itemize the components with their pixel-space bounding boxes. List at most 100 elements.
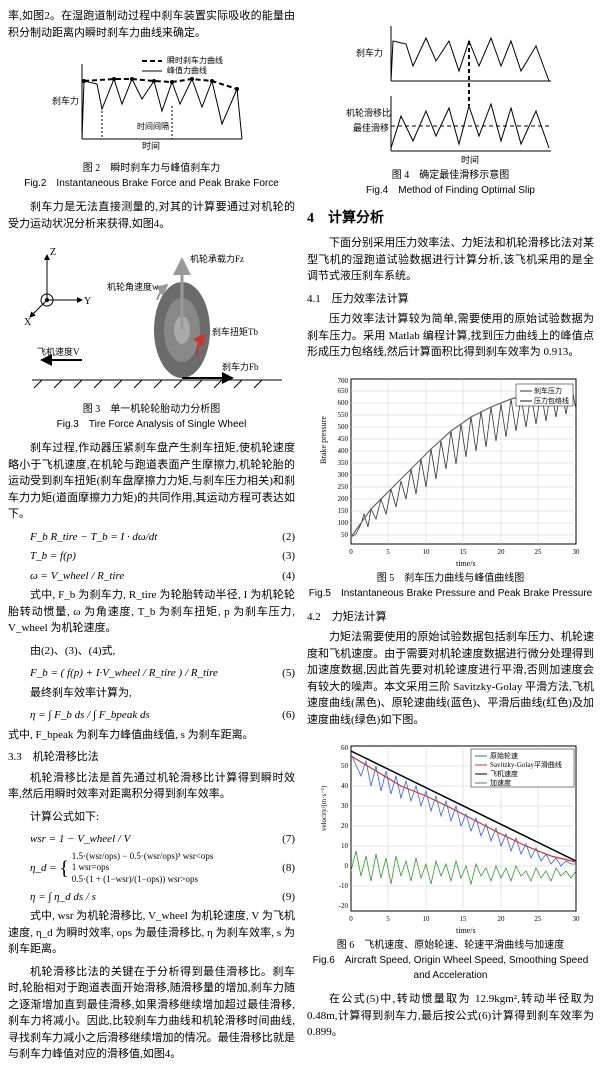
svg-text:0: 0 [349, 915, 353, 923]
col2-para-1: 下面分别采用压力效率法、力矩法和机轮滑移比法对某型飞机的湿跑道试验数据进行计算分… [307, 235, 594, 285]
svg-text:Savitzky-Golay平滑曲线: Savitzky-Golay平滑曲线 [490, 760, 562, 769]
para-11: 机轮滑移比法的关键在于分析得到最佳滑移比。刹车时,轮胎相对于跑道表面开始滑移,随… [8, 964, 295, 1063]
fig5-caption-en: Fig.5 Instantaneous Brake Pressure and P… [307, 586, 594, 601]
svg-text:25: 25 [534, 915, 542, 923]
fig3-caption-en: Fig.3 Tire Force Analysis of Single Whee… [8, 417, 295, 432]
fig5-svg: 5010015020025030035040045050055060065070… [316, 369, 586, 569]
svg-text:40: 40 [341, 782, 349, 790]
svg-text:15: 15 [459, 915, 467, 923]
svg-text:20: 20 [497, 915, 505, 923]
svg-text:机轮承载力Fz: 机轮承载力Fz [190, 253, 244, 264]
sec-4-2-title: 4.2 力矩法计算 [307, 609, 594, 626]
svg-text:加速度: 加速度 [490, 778, 511, 787]
formula-2: F_b R_tire − T_b = I · dω/dt(2) [8, 529, 295, 546]
svg-text:-20: -20 [338, 902, 348, 910]
para-2: 刹车力是无法直接测量的,对其的计算要通过对机轮的受力运动状况分析来获得,如图4。 [8, 199, 295, 232]
para-3: 刹车过程,作动器压紧刹车盘产生刹车扭矩,使机轮速度略小于飞机速度,在机轮与跑道表… [8, 440, 295, 523]
svg-text:10: 10 [422, 548, 430, 556]
svg-text:压力包络线: 压力包络线 [534, 396, 569, 405]
svg-text:机轮角速度w: 机轮角速度w [107, 281, 159, 292]
formula-5: F_b = ( f(p) + I·V_wheel / R_tire ) / R_… [8, 665, 295, 682]
svg-text:刹车压力: 刹车压力 [534, 386, 562, 395]
para-6: 最终刹车效率计算为, [8, 685, 295, 702]
fig2-caption-cn: 图 2 瞬时刹车力与峰值刹车力 [8, 161, 295, 176]
svg-text:飞机速度V: 飞机速度V [37, 346, 80, 357]
svg-text:原始轮速: 原始轮速 [490, 751, 518, 760]
formula-9: η = ∫ η_d ds / s(9) [8, 889, 295, 906]
svg-text:30: 30 [341, 802, 349, 810]
formula-7: wsr = 1 − V_wheel / V(7) [8, 831, 295, 848]
svg-text:30: 30 [572, 548, 580, 556]
fig2-legend1: 瞬时刹车力曲线 [167, 55, 223, 65]
svg-text:100: 100 [337, 519, 348, 527]
svg-text:-10: -10 [338, 882, 348, 890]
para-8: 机轮滑移比法是首先通过机轮滑移比计算得到瞬时效率,然后用瞬时效率对距离积分得到刹… [8, 770, 295, 803]
svg-text:300: 300 [337, 471, 348, 479]
col2-para-2: 压力效率法计算较为简单,需要使用的原始试验数据为刹车压力。采用 Matlab 编… [307, 311, 594, 361]
fig2-caption-en: Fig.2 Instantaneous Brake Force and Peak… [8, 176, 295, 191]
svg-text:20: 20 [341, 822, 349, 830]
fig4-caption-cn: 图 4 确定最佳滑移示意图 [307, 168, 594, 183]
para-4: 式中, F_b 为刹车力, R_tire 为轮胎转动半径, I 为机轮轮胎转动惯… [8, 587, 295, 637]
svg-text:5: 5 [386, 548, 390, 556]
svg-text:50: 50 [341, 762, 349, 770]
figure-5: 5010015020025030035040045050055060065070… [307, 369, 594, 601]
svg-text:机轮滑移比: 机轮滑移比 [346, 107, 391, 118]
svg-text:时间: 时间 [461, 154, 479, 165]
fig2-xlabel-bottom: 时间 [142, 140, 160, 151]
svg-text:X: X [24, 317, 32, 328]
fig2-xlabel: 时间间隔 [137, 121, 169, 131]
fig5-caption-cn: 图 5 刹车压力曲线与峰值曲线图 [307, 571, 594, 586]
fig2-ylabel: 刹车力 [52, 95, 79, 106]
svg-text:25: 25 [534, 548, 542, 556]
figure-6: -20-100102030405060 051015202530 velocit… [307, 736, 594, 983]
para-5: 由(2)、(3)、(4)式, [8, 643, 295, 660]
svg-text:700: 700 [337, 377, 348, 385]
intro-para: 率,如图2。在湿跑道制动过程中刹车装置实际吸收的能量由积分制动距离内瞬时刹车力曲… [8, 8, 295, 41]
svg-text:200: 200 [337, 495, 348, 503]
right-column: 刹车力 机轮滑移比 最佳滑移 时间 图 4 确定最佳滑移示意图 Fig.4 Me… [307, 8, 594, 1069]
formula-8: η_d = { 1.5·(wsr/ops) − 0.5·(wsr/ops)³ w… [8, 851, 295, 886]
left-column: 率,如图2。在湿跑道制动过程中刹车装置实际吸收的能量由积分制动距离内瞬时刹车力曲… [8, 8, 295, 1069]
svg-text:250: 250 [337, 483, 348, 491]
fig6-caption-en: Fig.6 Aircraft Speed, Origin Wheel Speed… [307, 953, 594, 983]
svg-text:20: 20 [497, 548, 505, 556]
figure-4: 刹车力 机轮滑移比 最佳滑移 时间 图 4 确定最佳滑移示意图 Fig.4 Me… [307, 16, 594, 198]
svg-text:刹车力Fb: 刹车力Fb [222, 361, 259, 372]
fig3-caption-cn: 图 3 单一机轮轮胎动力分析图 [8, 402, 295, 417]
svg-text:650: 650 [337, 387, 348, 395]
fig2-svg: 刹车力 时间 时间间隔 瞬时刹车力曲线 峰值力曲线 [42, 49, 262, 159]
fig6-caption-cn: 图 6 飞机速度、原始轮速、轮速平滑曲线与加速度 [307, 938, 594, 953]
svg-text:400: 400 [337, 447, 348, 455]
fig2-legend2: 峰值力曲线 [167, 65, 207, 75]
svg-text:最佳滑移: 最佳滑移 [353, 122, 389, 133]
svg-text:飞机速度: 飞机速度 [490, 769, 518, 778]
para-10: 式中, wsr 为机轮滑移比, V_wheel 为机轮速度, V 为飞机速度, … [8, 908, 295, 958]
svg-text:15: 15 [459, 548, 467, 556]
sec-3-3-title: 3.3 机轮滑移比法 [8, 749, 295, 766]
svg-text:500: 500 [337, 423, 348, 431]
svg-text:350: 350 [337, 459, 348, 467]
para-9: 计算公式如下: [8, 809, 295, 826]
svg-text:0: 0 [349, 548, 353, 556]
fig6-svg: -20-100102030405060 051015202530 velocit… [316, 736, 586, 936]
formula-3: T_b = f(p)(3) [8, 548, 295, 565]
figure-2: 刹车力 时间 时间间隔 瞬时刹车力曲线 峰值力曲线 图 2 瞬时刹车力与峰值刹车… [8, 49, 295, 191]
svg-text:0: 0 [344, 862, 348, 870]
sec-4-title: 4 计算分析 [307, 208, 594, 229]
para-7: 式中, F_bpeak 为刹车力峰值曲线值, s 为刹车距离。 [8, 727, 295, 744]
svg-text:30: 30 [572, 915, 580, 923]
svg-text:10: 10 [422, 915, 430, 923]
formula-4: ω = V_wheel / R_tire(4) [8, 568, 295, 585]
svg-text:Y: Y [84, 296, 91, 307]
svg-text:velocity/(m·s⁻¹): velocity/(m·s⁻¹) [320, 785, 328, 831]
svg-text:450: 450 [337, 435, 348, 443]
sec-4-1-title: 4.1 压力效率法计算 [307, 291, 594, 308]
fig3-svg: Z Y X 机轮承载力Fz 机轮角速度w 刹车扭矩Tb 飞机速度V 刹车力Fb [22, 240, 282, 400]
svg-text:5: 5 [386, 915, 390, 923]
svg-text:150: 150 [337, 507, 348, 515]
svg-text:time/s: time/s [456, 926, 476, 935]
svg-text:Brake pressure: Brake pressure [319, 415, 328, 463]
svg-text:time/s: time/s [456, 559, 476, 568]
formula-6: η = ∫ F_b ds / ∫ F_bpeak ds(6) [8, 707, 295, 724]
